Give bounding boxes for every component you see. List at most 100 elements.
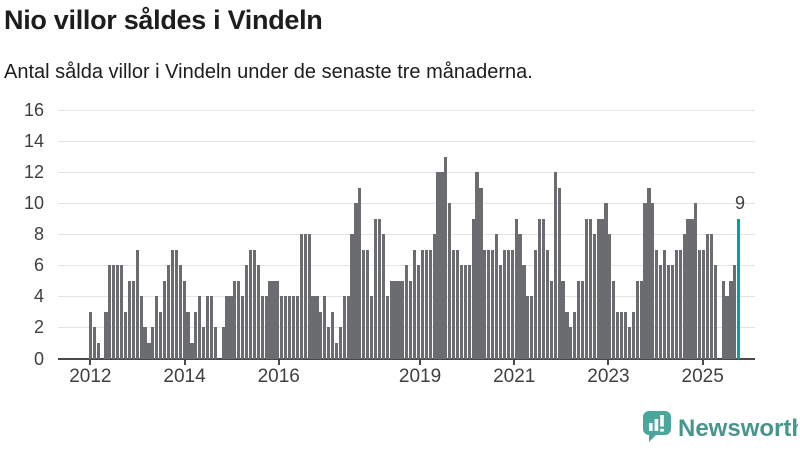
gridline [58,234,755,236]
bar [577,280,581,359]
bar [280,296,284,359]
bar [268,280,272,359]
bar [264,296,268,359]
bar [319,311,323,359]
bar [604,203,608,359]
bar [174,249,178,359]
bar [420,249,424,359]
bar [405,265,409,359]
bar [381,234,385,359]
bar [541,218,546,359]
x-axis-tick-label: 2025 [681,366,724,387]
bar [705,234,710,359]
bar [584,218,589,359]
bar [452,249,456,359]
gridline [58,141,755,143]
bar [116,265,120,359]
bar [342,296,346,359]
bar [377,218,381,359]
bar [534,249,538,359]
brand-text: Newsworthy [678,415,798,442]
bar [170,249,174,359]
bar [276,280,280,359]
last-value-annotation: 9 [734,193,746,213]
bar [666,265,671,359]
chart-subtitle: Antal sålda villor i Vindeln under de se… [4,61,533,83]
bar [471,218,475,359]
bar [178,265,182,359]
bar [202,327,206,359]
bar [690,218,694,359]
bar [463,265,467,359]
bar [444,156,448,359]
bar [635,280,639,359]
bar [315,296,319,359]
bar [393,280,397,359]
bar [514,218,518,359]
bar [709,234,714,359]
bar [303,234,307,359]
bar [260,296,264,359]
bar [713,265,717,359]
x-axis-tick-label: 2021 [493,366,536,387]
bar [131,280,135,359]
bar [350,234,354,359]
y-axis-tick-label: 16 [23,100,44,121]
bar [448,203,452,359]
bar [92,327,96,359]
bar-chart-bubble-icon: Newsworthy [643,411,800,442]
bar [397,280,401,359]
bar [225,296,229,359]
bar [256,265,260,359]
bar [241,296,245,359]
bar [428,249,432,359]
bar [346,296,350,359]
bar [291,296,296,359]
bar [96,343,100,359]
bar [639,280,643,359]
bar [205,296,210,359]
bar [608,234,612,359]
y-axis-tick-label: 8 [33,224,44,245]
bar [475,172,479,359]
bar [592,234,596,359]
y-axis-tick-label: 4 [33,286,44,307]
highlighted-bar [737,218,741,359]
bar [678,249,682,359]
bar [729,280,733,359]
gridline [58,203,755,205]
x-axis-tick [89,359,92,365]
bar [330,311,335,359]
bar [530,296,534,359]
bar [694,203,698,359]
x-axis-tick [513,359,516,365]
bar-series [88,99,741,359]
bar [151,327,155,359]
bar [565,311,569,359]
x-axis-tick-label: 2023 [587,366,630,387]
bar [647,187,651,359]
bar [569,327,573,359]
bar [651,203,655,359]
x-axis-line [58,357,755,360]
bar [327,327,331,359]
bar [166,265,171,359]
bar [182,280,186,359]
bar [479,187,483,359]
bar [295,296,299,359]
bar [389,280,393,359]
bar [358,187,362,359]
bar [237,280,241,359]
bar [424,249,428,359]
bar [686,218,690,359]
y-axis-tick-label: 14 [23,131,44,152]
y-axis-tick-label: 10 [23,193,44,214]
bar [612,280,616,359]
bar [248,249,253,359]
bar [467,265,471,359]
bar [229,296,233,359]
bar [483,249,487,359]
bar [631,311,635,359]
y-axis-tick-label: 2 [33,317,44,338]
